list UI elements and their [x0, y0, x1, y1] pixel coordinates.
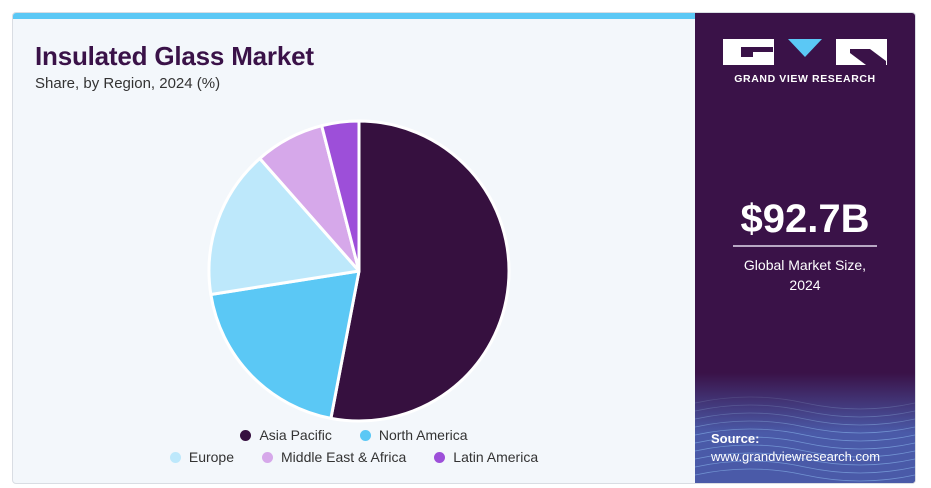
- legend-item-asia-pacific: Asia Pacific: [240, 427, 332, 443]
- legend-label-latin-america: Latin America: [453, 449, 539, 465]
- legend-item-middle-east-africa: Middle East & Africa: [262, 449, 406, 465]
- chart-card: Insulated Glass Market Share, by Region,…: [12, 12, 916, 484]
- legend-swatch-middle-east-africa: [262, 451, 274, 463]
- kpi-divider: [733, 245, 877, 247]
- legend-label-middle-east-africa: Middle East & Africa: [281, 449, 407, 465]
- legend-item-north-america: North America: [359, 427, 468, 443]
- logo-mark-v: [779, 39, 831, 65]
- market-size-value: $92.7B: [740, 197, 870, 241]
- summary-panel: GRAND VIEW RESEARCH $92.7B Global Market…: [695, 13, 915, 483]
- chart-title: Insulated Glass Market: [35, 41, 314, 71]
- pie-slice-latin-america: [320, 119, 361, 273]
- chart-panel: Insulated Glass Market Share, by Region,…: [13, 19, 695, 483]
- legend-row-1: Asia Pacific North America: [13, 427, 695, 443]
- legend-label-europe: Europe: [188, 449, 235, 465]
- legend-swatch-north-america: [359, 429, 371, 441]
- legend-label-asia-pacific: Asia Pacific: [259, 427, 332, 443]
- market-size-label: Global Market Size, 2024: [695, 255, 915, 295]
- pie-chart: [207, 119, 511, 423]
- source-label: Source:: [711, 431, 760, 446]
- pie-slice-asia-pacific: [329, 119, 511, 423]
- chart-legend: Asia Pacific North America Europe Middle…: [13, 427, 695, 471]
- accent-bar: [13, 13, 695, 19]
- legend-item-latin-america: Latin America: [434, 449, 538, 465]
- logo-mark-g: [723, 39, 774, 65]
- chart-subtitle: Share, by Region, 2024 (%): [35, 75, 221, 92]
- legend-swatch-asia-pacific: [240, 429, 252, 441]
- brand-name: GRAND VIEW RESEARCH: [734, 73, 876, 85]
- legend-swatch-latin-america: [434, 451, 446, 463]
- wave-pattern: [695, 373, 915, 483]
- pie-slice-europe: [207, 156, 361, 296]
- legend-label-north-america: North America: [378, 427, 468, 443]
- market-size-label-line1: Global Market Size,: [743, 257, 867, 273]
- legend-item-europe: Europe: [169, 449, 235, 465]
- brand-logo-marks: [723, 39, 888, 65]
- logo-mark-r: [836, 39, 888, 65]
- legend-swatch-europe: [169, 451, 181, 463]
- pie-slice-north-america: [209, 269, 361, 420]
- market-size-label-line2: 2024: [789, 277, 821, 293]
- source-url[interactable]: www.grandviewresearch.com: [711, 449, 881, 464]
- legend-row-2: Europe Middle East & Africa Latin Americ…: [13, 449, 695, 465]
- brand-logo: GRAND VIEW RESEARCH: [723, 39, 888, 85]
